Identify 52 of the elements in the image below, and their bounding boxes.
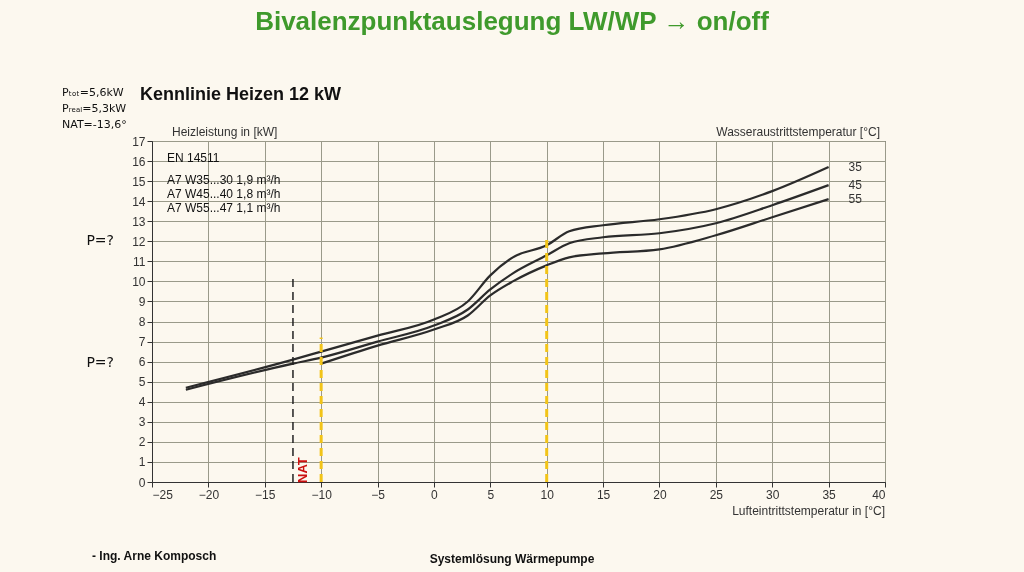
y-tick-label: 8 (138, 315, 146, 330)
y-tick-label: 5 (138, 375, 146, 390)
series-label: 35 (848, 160, 863, 175)
annotation: A7 W55...47 1,1 m³/h (167, 201, 281, 215)
y-tick-label: 4 (138, 395, 146, 410)
y-tick-label: 12 (132, 234, 146, 249)
x-tick-label: 15 (596, 487, 611, 502)
x-axis-title: Lufteintrittstemperatur in [°C] (732, 504, 885, 518)
y-tick-label: 3 (138, 415, 146, 430)
y-tick-label: 7 (138, 335, 146, 350)
annotation: EN 14511 (167, 151, 220, 165)
y-tick-label: 1 (138, 455, 146, 470)
y-tick-label: 13 (132, 214, 146, 229)
chart-title: Bivalenzpunktauslegung LW/WP → on/off (255, 6, 770, 36)
text: P=? (86, 354, 114, 370)
x-tick-label: −5 (371, 487, 386, 502)
ref-line-label: NAT (294, 457, 310, 483)
y-tick-label: 9 (138, 294, 146, 309)
annotation: A7 W35...30 1,9 m³/h (167, 173, 281, 187)
x-tick-label: 0 (431, 487, 439, 502)
x-tick-label: 35 (822, 487, 837, 502)
text: Pₜₒₜ=5,6kW (62, 86, 124, 99)
x-tick-label: −15 (255, 487, 276, 502)
series-label: 45 (848, 178, 863, 193)
y-tick-label: 17 (132, 134, 146, 149)
y-tick-label: 11 (133, 254, 146, 269)
y-tick-label: 14 (132, 194, 146, 209)
series-label: 55 (848, 192, 863, 207)
y-axis-title: Heizleistung in [kW] (172, 125, 278, 139)
text: NAT=-13,6° (62, 118, 127, 131)
x-tick-label: −20 (198, 487, 220, 502)
annotation: A7 W45...40 1,8 m³/h (167, 187, 281, 201)
text: P=? (86, 232, 114, 248)
y-tick-label: 6 (138, 355, 146, 370)
text: Pᵣₑₐₗ=5,3kW (62, 102, 127, 115)
chart-subtitle: Kennlinie Heizen 12 kW (140, 84, 342, 104)
x-tick-label: 25 (709, 487, 724, 502)
x-tick-label: 20 (653, 487, 667, 502)
x-tick-label: 30 (766, 487, 780, 502)
legend-title: Wasseraustrittstemperatur [°C] (716, 125, 880, 139)
text: - Ing. Arne Komposch (92, 549, 217, 563)
y-tick-label: 2 (138, 435, 146, 450)
y-tick-label: 0 (138, 475, 146, 490)
x-tick-label: 5 (487, 487, 495, 502)
x-tick-label: 40 (872, 487, 886, 502)
x-tick-label: −25 (152, 487, 174, 502)
x-tick-label: −10 (311, 487, 333, 502)
text: Systemlösung Wärmepumpe (429, 552, 595, 566)
y-tick-label: 10 (132, 274, 146, 289)
x-tick-label: 10 (540, 487, 555, 502)
y-tick-label: 15 (132, 174, 146, 189)
y-tick-label: 16 (132, 154, 146, 169)
